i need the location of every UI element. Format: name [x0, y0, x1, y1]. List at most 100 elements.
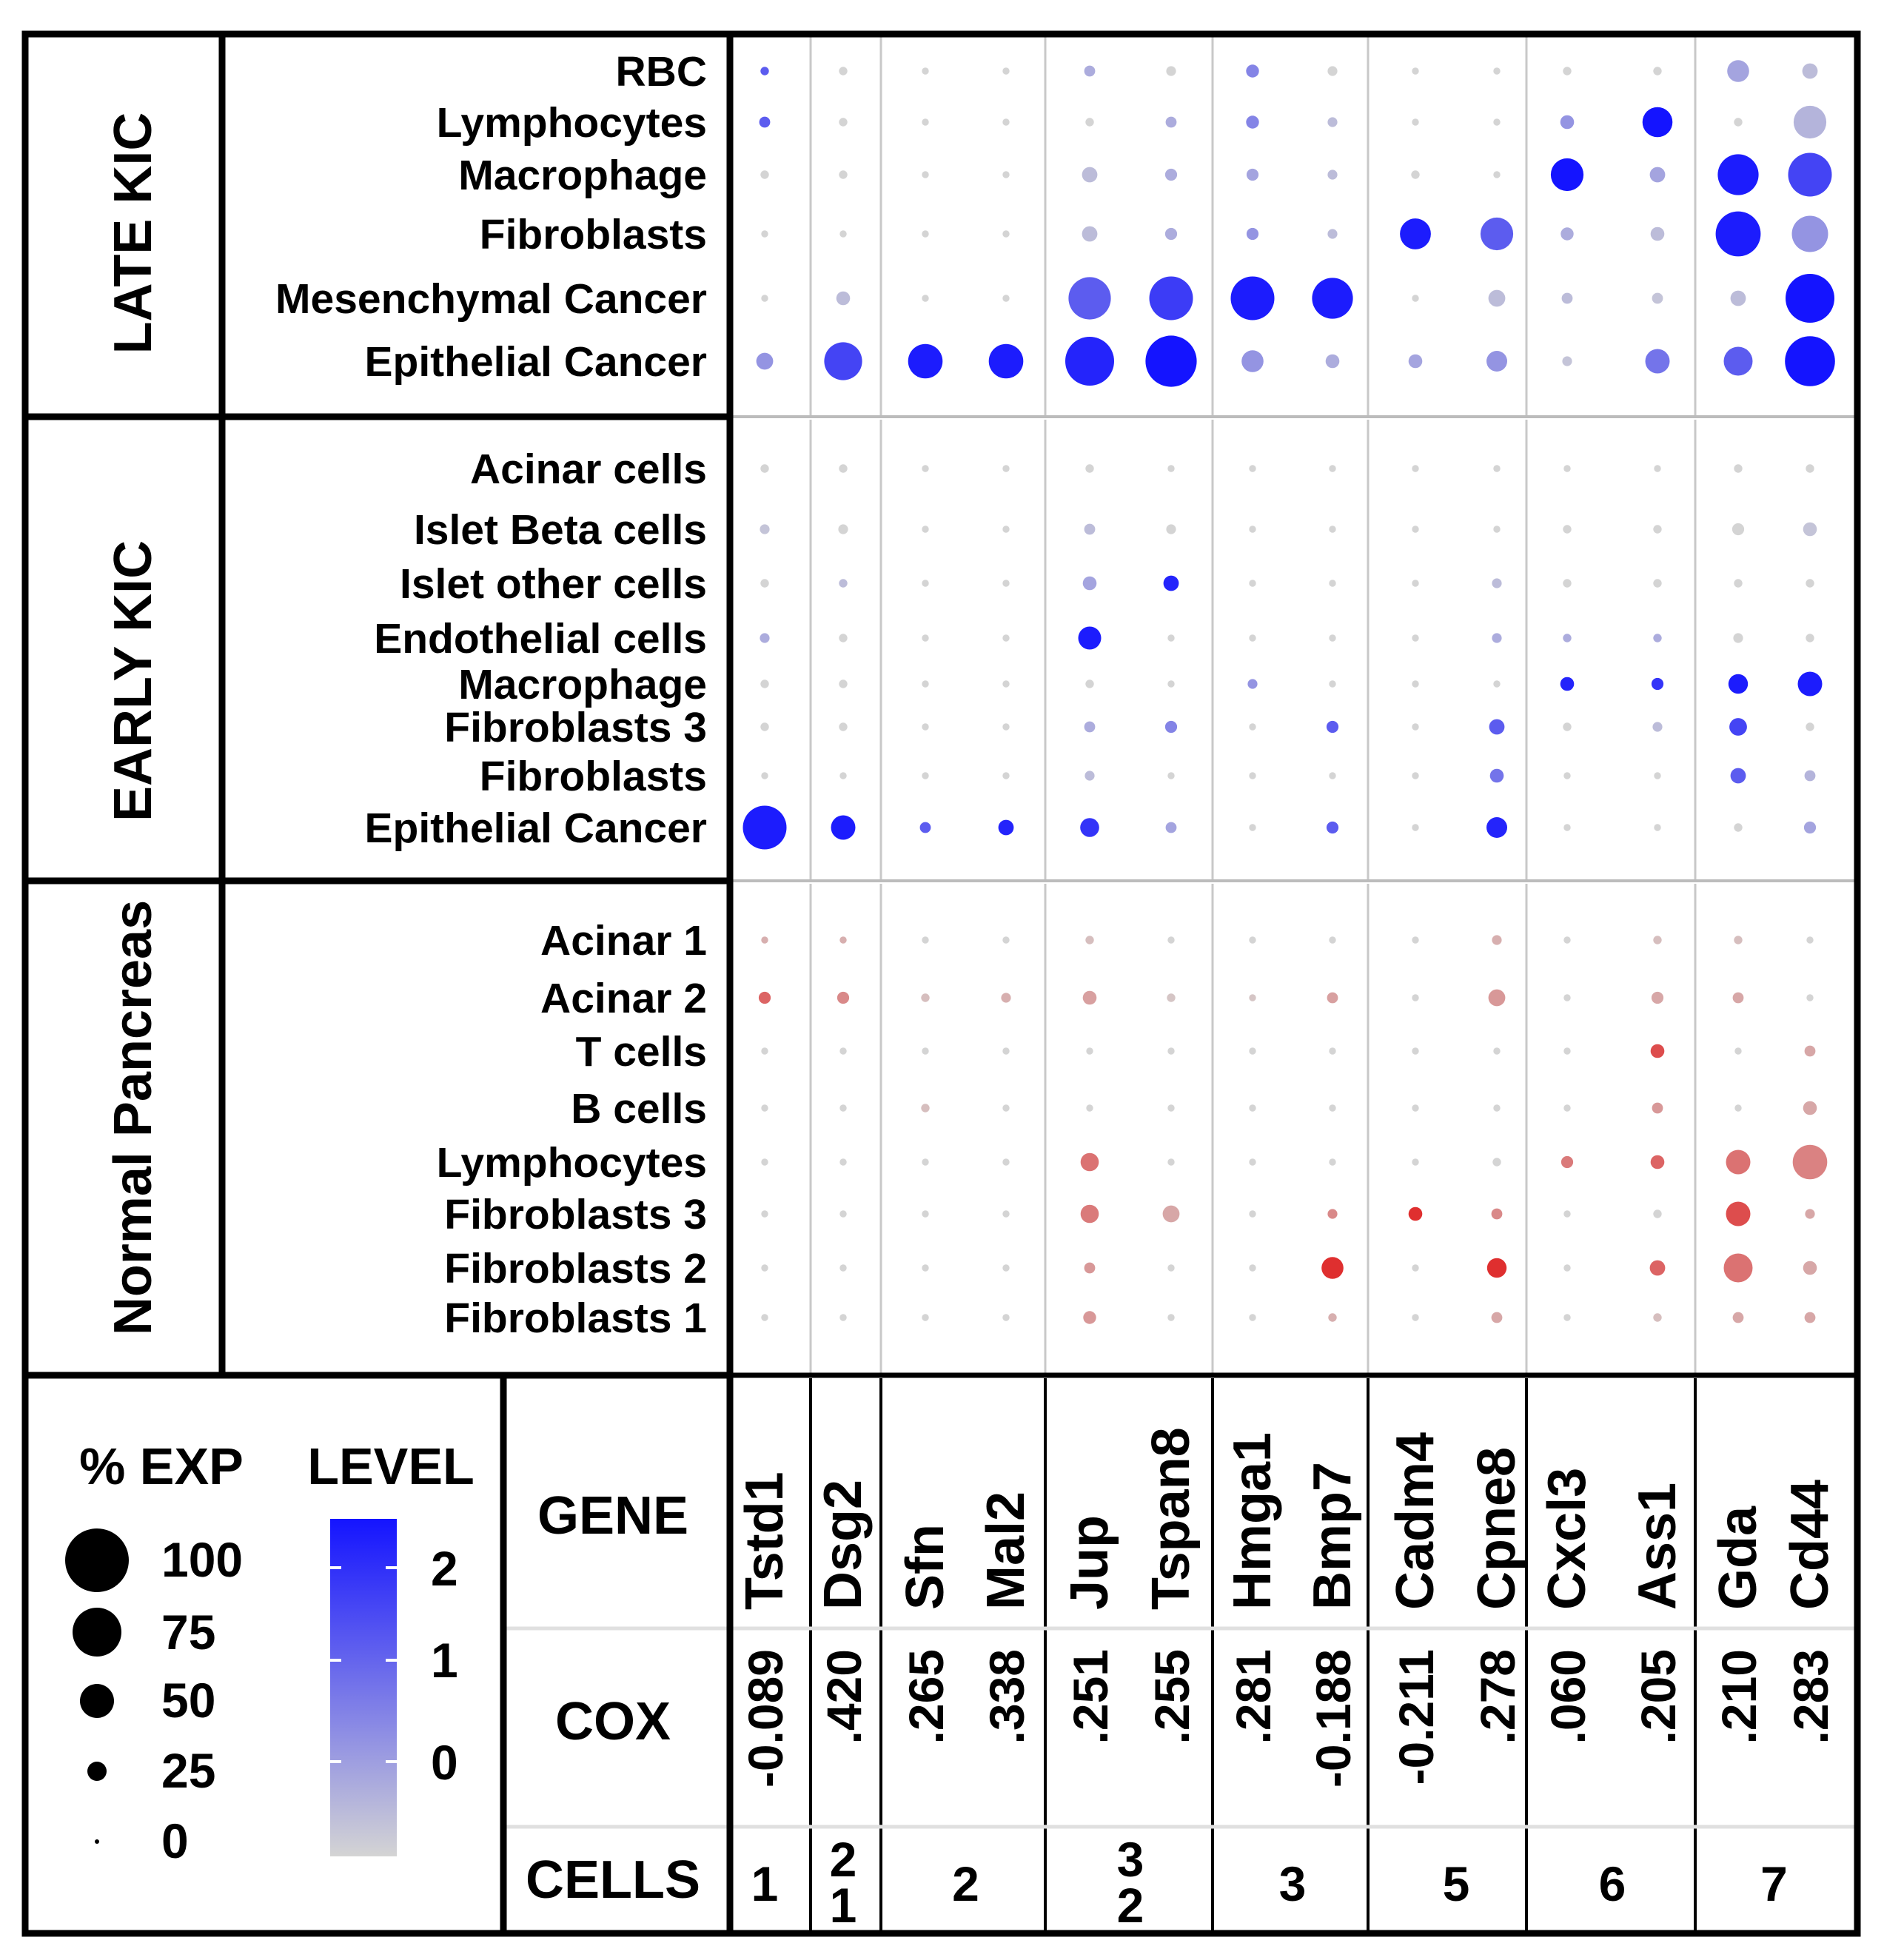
- dot: [1650, 226, 1665, 241]
- row-label: Fibroblasts 1: [444, 1295, 707, 1342]
- dot: [1653, 936, 1662, 944]
- cox-value: .205: [1631, 1649, 1686, 1744]
- dot: [761, 1210, 768, 1218]
- dot: [1493, 67, 1501, 75]
- dot: [1412, 680, 1419, 688]
- cells-value: 5: [1443, 1856, 1470, 1911]
- dot: [1400, 218, 1431, 249]
- legend-size-title: % EXP: [79, 1437, 244, 1495]
- dot: [1165, 822, 1177, 833]
- dot: [1326, 821, 1339, 834]
- dot: [1650, 1044, 1665, 1058]
- legend-color-1: 1: [431, 1633, 458, 1688]
- dot: [1321, 1257, 1344, 1279]
- dot: [839, 230, 847, 238]
- dot: [839, 170, 848, 179]
- dot: [1249, 994, 1256, 1001]
- dot: [824, 342, 862, 380]
- dot: [1563, 1104, 1571, 1112]
- dot: [1806, 994, 1814, 1001]
- dot: [839, 1158, 847, 1166]
- dot: [1249, 1047, 1256, 1055]
- row-label: B cells: [571, 1085, 707, 1132]
- dot: [1002, 67, 1010, 75]
- dot: [922, 465, 929, 472]
- dot: [1654, 465, 1661, 472]
- dot: [839, 118, 848, 127]
- dot: [921, 1104, 930, 1112]
- gene-label: Jup: [1060, 1515, 1119, 1610]
- dot: [908, 343, 943, 379]
- dot: [1327, 66, 1338, 76]
- row-label: Islet other cells: [400, 560, 707, 608]
- dot: [1562, 356, 1572, 366]
- dot: [1651, 677, 1664, 691]
- dot: [1329, 526, 1336, 533]
- dot: [1563, 824, 1571, 831]
- dot: [1489, 719, 1505, 735]
- dot: [1002, 118, 1010, 126]
- dot: [839, 67, 848, 75]
- gene-label: Gda: [1709, 1506, 1768, 1610]
- dot: [1793, 105, 1827, 139]
- dot: [1486, 817, 1507, 838]
- dot: [922, 723, 929, 731]
- dot: [1653, 1209, 1662, 1218]
- dot: [1249, 465, 1256, 472]
- dot: [1652, 292, 1663, 304]
- dot: [1803, 1261, 1817, 1275]
- dot: [1734, 823, 1743, 832]
- dot: [839, 1104, 847, 1112]
- dot: [756, 352, 774, 370]
- legend-size-25: 25: [161, 1743, 215, 1798]
- dot: [761, 936, 768, 944]
- dot: [1412, 1047, 1419, 1055]
- cox-value: .338: [979, 1649, 1034, 1744]
- dot: [1412, 723, 1419, 731]
- dot: [1651, 991, 1664, 1004]
- dot: [1734, 579, 1743, 588]
- dot: [1652, 722, 1663, 732]
- row-labels: RBCLymphocytesMacrophageFibroblastsMesen…: [275, 48, 707, 1342]
- dot: [922, 580, 929, 587]
- dot: [1550, 158, 1584, 192]
- gene-label: Hmga1: [1223, 1432, 1282, 1610]
- dot: [1080, 818, 1099, 837]
- cox-value: .060: [1541, 1649, 1595, 1744]
- dot: [1002, 680, 1010, 688]
- dot: [1560, 1155, 1574, 1169]
- dot: [1728, 674, 1749, 694]
- dot: [1002, 171, 1010, 178]
- dot: [1649, 167, 1666, 183]
- dot: [1167, 465, 1175, 472]
- dots: [742, 60, 1835, 1324]
- dot: [839, 464, 848, 473]
- dot: [1083, 1311, 1096, 1324]
- dot: [1729, 718, 1747, 736]
- dot: [1563, 579, 1572, 588]
- dot: [1163, 575, 1179, 591]
- dot: [1164, 227, 1178, 241]
- dot: [839, 634, 848, 642]
- dot: [1715, 211, 1761, 257]
- dot: [1734, 118, 1743, 127]
- dot: [1082, 167, 1098, 183]
- dot: [922, 171, 929, 178]
- dot: [1249, 772, 1256, 779]
- dot: [1804, 1045, 1816, 1057]
- dot: [1002, 634, 1010, 642]
- dot: [922, 680, 929, 688]
- row-label: Acinar cells: [470, 446, 707, 493]
- legend-size-dot-75: [73, 1608, 121, 1657]
- dot: [761, 1104, 768, 1112]
- dot: [839, 1314, 847, 1321]
- legend-size-dot-25: [87, 1762, 107, 1781]
- cells-header: CELLS: [526, 1850, 700, 1910]
- dot: [760, 170, 769, 179]
- dot: [1329, 465, 1336, 472]
- row-label: Acinar 1: [540, 917, 707, 964]
- dot: [1002, 772, 1010, 779]
